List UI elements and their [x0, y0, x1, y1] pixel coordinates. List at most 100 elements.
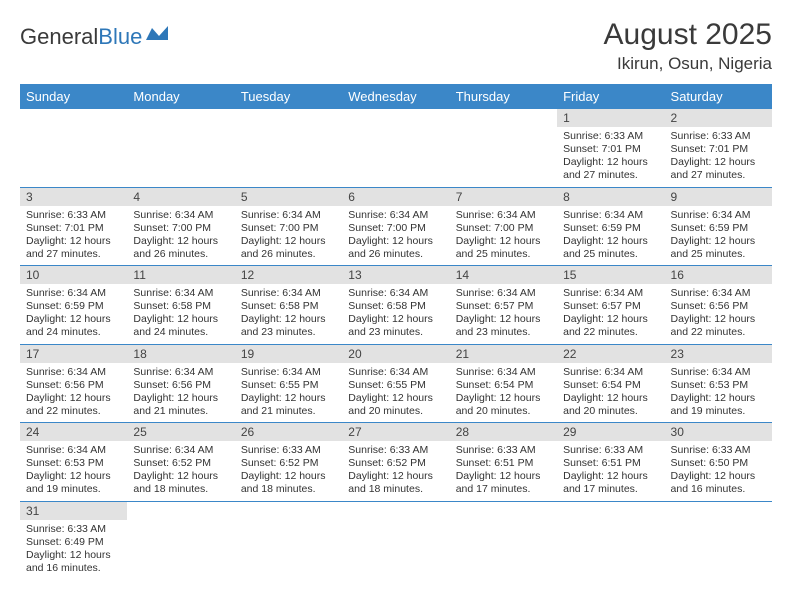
calendar-week-row: 24Sunrise: 6:34 AMSunset: 6:53 PMDayligh… — [20, 423, 772, 502]
daylight-text: Daylight: 12 hours and 27 minutes. — [26, 235, 121, 261]
sunrise-text: Sunrise: 6:33 AM — [563, 130, 658, 143]
daylight-text: Daylight: 12 hours and 24 minutes. — [26, 313, 121, 339]
calendar-day-cell — [127, 501, 234, 579]
calendar-day-cell: 1Sunrise: 6:33 AMSunset: 7:01 PMDaylight… — [557, 109, 664, 187]
day-details: Sunrise: 6:34 AMSunset: 6:52 PMDaylight:… — [127, 441, 234, 501]
day-details: Sunrise: 6:34 AMSunset: 6:58 PMDaylight:… — [235, 284, 342, 344]
day-details: Sunrise: 6:33 AMSunset: 6:49 PMDaylight:… — [20, 520, 127, 580]
calendar-day-cell: 17Sunrise: 6:34 AMSunset: 6:56 PMDayligh… — [20, 344, 127, 423]
day-details: Sunrise: 6:34 AMSunset: 6:59 PMDaylight:… — [665, 206, 772, 266]
calendar-day-cell: 7Sunrise: 6:34 AMSunset: 7:00 PMDaylight… — [450, 187, 557, 266]
day-number: 29 — [557, 423, 664, 441]
day-number: 28 — [450, 423, 557, 441]
day-number: 4 — [127, 188, 234, 206]
sunrise-text: Sunrise: 6:33 AM — [241, 444, 336, 457]
day-number: 7 — [450, 188, 557, 206]
weekday-header: Monday — [127, 84, 234, 109]
sunset-text: Sunset: 6:58 PM — [241, 300, 336, 313]
day-number: 24 — [20, 423, 127, 441]
calendar-table: SundayMondayTuesdayWednesdayThursdayFrid… — [20, 84, 772, 579]
day-number: 1 — [557, 109, 664, 127]
sunset-text: Sunset: 6:51 PM — [563, 457, 658, 470]
weekday-header: Sunday — [20, 84, 127, 109]
day-number: 26 — [235, 423, 342, 441]
daylight-text: Daylight: 12 hours and 18 minutes. — [348, 470, 443, 496]
calendar-day-cell — [127, 109, 234, 187]
sunrise-text: Sunrise: 6:34 AM — [241, 209, 336, 222]
header: GeneralBlue August 2025 Ikirun, Osun, Ni… — [20, 18, 772, 74]
calendar-day-cell: 8Sunrise: 6:34 AMSunset: 6:59 PMDaylight… — [557, 187, 664, 266]
daylight-text: Daylight: 12 hours and 22 minutes. — [563, 313, 658, 339]
daylight-text: Daylight: 12 hours and 18 minutes. — [241, 470, 336, 496]
day-details: Sunrise: 6:34 AMSunset: 6:59 PMDaylight:… — [557, 206, 664, 266]
daylight-text: Daylight: 12 hours and 17 minutes. — [563, 470, 658, 496]
calendar-week-row: 1Sunrise: 6:33 AMSunset: 7:01 PMDaylight… — [20, 109, 772, 187]
day-number: 18 — [127, 345, 234, 363]
daylight-text: Daylight: 12 hours and 16 minutes. — [671, 470, 766, 496]
day-details: Sunrise: 6:34 AMSunset: 6:53 PMDaylight:… — [665, 363, 772, 423]
day-details: Sunrise: 6:34 AMSunset: 7:00 PMDaylight:… — [450, 206, 557, 266]
day-number: 21 — [450, 345, 557, 363]
calendar-day-cell: 15Sunrise: 6:34 AMSunset: 6:57 PMDayligh… — [557, 266, 664, 345]
daylight-text: Daylight: 12 hours and 25 minutes. — [563, 235, 658, 261]
day-number: 12 — [235, 266, 342, 284]
calendar-day-cell: 16Sunrise: 6:34 AMSunset: 6:56 PMDayligh… — [665, 266, 772, 345]
sunset-text: Sunset: 6:58 PM — [133, 300, 228, 313]
calendar-day-cell: 25Sunrise: 6:34 AMSunset: 6:52 PMDayligh… — [127, 423, 234, 502]
sunrise-text: Sunrise: 6:34 AM — [456, 366, 551, 379]
sunrise-text: Sunrise: 6:34 AM — [133, 444, 228, 457]
day-details: Sunrise: 6:33 AMSunset: 6:50 PMDaylight:… — [665, 441, 772, 501]
daylight-text: Daylight: 12 hours and 22 minutes. — [26, 392, 121, 418]
calendar-day-cell — [342, 109, 449, 187]
sunrise-text: Sunrise: 6:33 AM — [26, 523, 121, 536]
calendar-day-cell: 13Sunrise: 6:34 AMSunset: 6:58 PMDayligh… — [342, 266, 449, 345]
sunrise-text: Sunrise: 6:33 AM — [671, 130, 766, 143]
calendar-day-cell: 20Sunrise: 6:34 AMSunset: 6:55 PMDayligh… — [342, 344, 449, 423]
sunset-text: Sunset: 6:57 PM — [456, 300, 551, 313]
day-number: 6 — [342, 188, 449, 206]
calendar-day-cell — [665, 501, 772, 579]
sunrise-text: Sunrise: 6:34 AM — [671, 209, 766, 222]
sunset-text: Sunset: 6:52 PM — [241, 457, 336, 470]
calendar-day-cell: 2Sunrise: 6:33 AMSunset: 7:01 PMDaylight… — [665, 109, 772, 187]
location: Ikirun, Osun, Nigeria — [604, 54, 772, 74]
sunrise-text: Sunrise: 6:34 AM — [241, 287, 336, 300]
sunset-text: Sunset: 6:52 PM — [348, 457, 443, 470]
calendar-day-cell: 21Sunrise: 6:34 AMSunset: 6:54 PMDayligh… — [450, 344, 557, 423]
calendar-day-cell — [342, 501, 449, 579]
calendar-day-cell: 23Sunrise: 6:34 AMSunset: 6:53 PMDayligh… — [665, 344, 772, 423]
calendar-day-cell — [557, 501, 664, 579]
day-number: 19 — [235, 345, 342, 363]
calendar-day-cell: 12Sunrise: 6:34 AMSunset: 6:58 PMDayligh… — [235, 266, 342, 345]
calendar-day-cell: 6Sunrise: 6:34 AMSunset: 7:00 PMDaylight… — [342, 187, 449, 266]
calendar-body: 1Sunrise: 6:33 AMSunset: 7:01 PMDaylight… — [20, 109, 772, 579]
sunset-text: Sunset: 6:56 PM — [671, 300, 766, 313]
calendar-day-cell: 9Sunrise: 6:34 AMSunset: 6:59 PMDaylight… — [665, 187, 772, 266]
day-details: Sunrise: 6:34 AMSunset: 6:58 PMDaylight:… — [127, 284, 234, 344]
calendar-day-cell: 24Sunrise: 6:34 AMSunset: 6:53 PMDayligh… — [20, 423, 127, 502]
day-details: Sunrise: 6:34 AMSunset: 6:56 PMDaylight:… — [20, 363, 127, 423]
sunset-text: Sunset: 6:52 PM — [133, 457, 228, 470]
month-title: August 2025 — [604, 18, 772, 52]
day-number: 8 — [557, 188, 664, 206]
day-details: Sunrise: 6:34 AMSunset: 7:00 PMDaylight:… — [127, 206, 234, 266]
calendar-day-cell: 28Sunrise: 6:33 AMSunset: 6:51 PMDayligh… — [450, 423, 557, 502]
sunset-text: Sunset: 7:01 PM — [26, 222, 121, 235]
day-details: Sunrise: 6:33 AMSunset: 7:01 PMDaylight:… — [665, 127, 772, 187]
calendar-day-cell: 10Sunrise: 6:34 AMSunset: 6:59 PMDayligh… — [20, 266, 127, 345]
sunrise-text: Sunrise: 6:34 AM — [133, 287, 228, 300]
title-block: August 2025 Ikirun, Osun, Nigeria — [604, 18, 772, 74]
sunrise-text: Sunrise: 6:34 AM — [348, 209, 443, 222]
calendar-week-row: 31Sunrise: 6:33 AMSunset: 6:49 PMDayligh… — [20, 501, 772, 579]
sunset-text: Sunset: 7:01 PM — [563, 143, 658, 156]
sunrise-text: Sunrise: 6:34 AM — [133, 209, 228, 222]
logo: GeneralBlue — [20, 24, 172, 50]
sunrise-text: Sunrise: 6:33 AM — [671, 444, 766, 457]
calendar-day-cell: 11Sunrise: 6:34 AMSunset: 6:58 PMDayligh… — [127, 266, 234, 345]
sunset-text: Sunset: 6:58 PM — [348, 300, 443, 313]
sunrise-text: Sunrise: 6:34 AM — [26, 287, 121, 300]
daylight-text: Daylight: 12 hours and 17 minutes. — [456, 470, 551, 496]
daylight-text: Daylight: 12 hours and 23 minutes. — [241, 313, 336, 339]
day-number: 14 — [450, 266, 557, 284]
day-number: 15 — [557, 266, 664, 284]
